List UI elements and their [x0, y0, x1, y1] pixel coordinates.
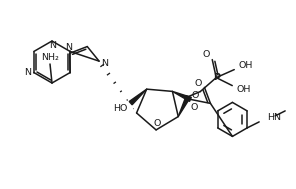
- Text: OH: OH: [236, 85, 250, 94]
- Text: NH₂: NH₂: [41, 53, 59, 61]
- Text: O: O: [195, 79, 202, 88]
- Polygon shape: [129, 89, 147, 105]
- Text: O: O: [153, 119, 161, 128]
- Polygon shape: [178, 96, 190, 117]
- Text: HO: HO: [113, 104, 128, 113]
- Text: OH: OH: [238, 61, 252, 70]
- Text: O: O: [191, 103, 198, 112]
- Text: O: O: [192, 91, 199, 100]
- Polygon shape: [173, 91, 191, 101]
- Text: P: P: [213, 73, 220, 82]
- Text: N: N: [24, 68, 31, 77]
- Text: O: O: [202, 50, 210, 59]
- Text: N: N: [65, 43, 72, 52]
- Text: N: N: [102, 59, 109, 68]
- Text: HN: HN: [267, 113, 281, 122]
- Text: N: N: [49, 42, 57, 50]
